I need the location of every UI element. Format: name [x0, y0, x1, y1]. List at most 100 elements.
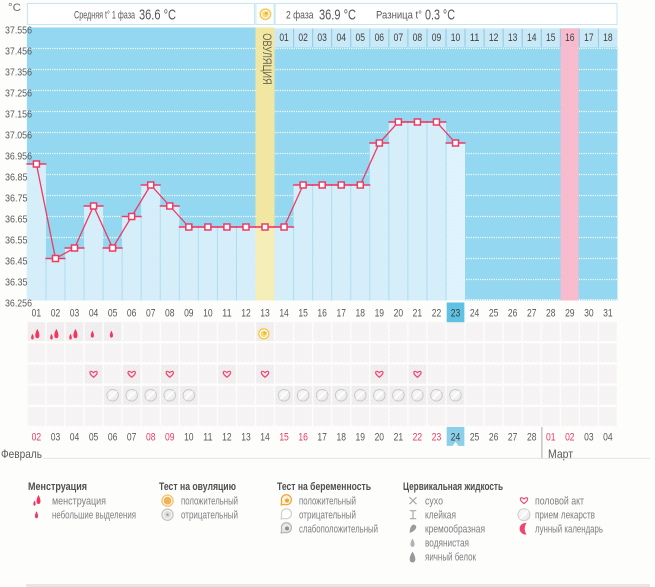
- svg-text:36.45: 36.45: [5, 255, 28, 267]
- svg-text:слабоположительный: слабоположительный: [299, 524, 378, 536]
- svg-text:отрицательный: отрицательный: [181, 510, 238, 522]
- svg-text:14: 14: [279, 308, 289, 320]
- svg-text:26: 26: [489, 432, 499, 444]
- svg-text:05: 05: [356, 32, 366, 44]
- svg-text:16: 16: [317, 308, 327, 320]
- svg-text:14: 14: [527, 32, 537, 44]
- svg-text:37.456: 37.456: [5, 45, 32, 57]
- svg-text:36.85: 36.85: [5, 171, 28, 183]
- svg-text:24: 24: [451, 432, 461, 444]
- svg-text:07: 07: [394, 32, 404, 44]
- svg-text:02: 02: [298, 32, 308, 44]
- svg-text:25: 25: [470, 432, 480, 444]
- svg-text:01: 01: [32, 308, 42, 320]
- svg-text:37.056: 37.056: [5, 129, 32, 141]
- svg-text:28: 28: [527, 432, 537, 444]
- svg-text:09: 09: [432, 32, 442, 44]
- svg-text:менструация: менструация: [52, 496, 106, 508]
- svg-text:прием лекарств: прием лекарств: [535, 510, 595, 522]
- svg-text:37.356: 37.356: [5, 66, 32, 78]
- svg-text:18: 18: [603, 32, 613, 44]
- svg-text:08: 08: [146, 432, 156, 444]
- svg-text:30: 30: [584, 308, 594, 320]
- svg-text:18: 18: [356, 308, 366, 320]
- svg-text:17: 17: [317, 432, 327, 444]
- svg-text:2 фаза: 2 фаза: [286, 10, 314, 22]
- svg-text:37.256: 37.256: [5, 87, 32, 99]
- svg-text:клейкая: клейкая: [425, 510, 456, 522]
- svg-text:21: 21: [394, 432, 404, 444]
- svg-text:сухо: сухо: [425, 496, 443, 508]
- svg-text:20: 20: [375, 432, 385, 444]
- svg-text:27: 27: [508, 432, 518, 444]
- svg-text:Цервикальная жидкость: Цервикальная жидкость: [403, 481, 503, 493]
- svg-text:13: 13: [508, 32, 518, 44]
- svg-text:01: 01: [279, 32, 289, 44]
- svg-text:Тест на овуляцию: Тест на овуляцию: [159, 481, 236, 493]
- svg-text:0.3 °C: 0.3 °C: [425, 7, 455, 24]
- svg-text:06: 06: [127, 308, 137, 320]
- svg-text:12: 12: [241, 308, 251, 320]
- svg-text:03: 03: [317, 32, 327, 44]
- svg-text:05: 05: [89, 432, 99, 444]
- svg-text:Разница t°: Разница t°: [376, 10, 422, 22]
- svg-text:36.75: 36.75: [5, 192, 28, 204]
- svg-text:12: 12: [222, 432, 232, 444]
- svg-text:06: 06: [375, 32, 385, 44]
- svg-text:Средняя t° 1 фаза: Средняя t° 1 фаза: [74, 10, 136, 22]
- svg-text:08: 08: [413, 32, 423, 44]
- svg-text:04: 04: [603, 432, 613, 444]
- svg-text:положительный: положительный: [181, 496, 238, 508]
- svg-text:04: 04: [70, 432, 80, 444]
- svg-text:03: 03: [584, 432, 594, 444]
- svg-text:23: 23: [451, 308, 461, 320]
- svg-text:07: 07: [127, 432, 137, 444]
- svg-text:ОВУЛЯЦИЯ: ОВУЛЯЦИЯ: [260, 33, 274, 85]
- svg-text:02: 02: [565, 432, 575, 444]
- svg-text:Менструация: Менструация: [28, 481, 87, 493]
- svg-text:половой акт: половой акт: [535, 496, 584, 508]
- svg-text:09: 09: [184, 308, 194, 320]
- svg-text:19: 19: [375, 308, 385, 320]
- svg-text:04: 04: [336, 32, 346, 44]
- svg-text:18: 18: [336, 432, 346, 444]
- svg-text:02: 02: [51, 308, 61, 320]
- svg-text:13: 13: [241, 432, 251, 444]
- svg-text:небольшие выделения: небольшие выделения: [52, 510, 136, 522]
- svg-text:°C: °C: [8, 2, 21, 14]
- svg-text:22: 22: [413, 432, 423, 444]
- svg-text:03: 03: [51, 432, 61, 444]
- svg-text:10: 10: [203, 308, 213, 320]
- svg-text:03: 03: [70, 308, 80, 320]
- svg-text:36.256: 36.256: [5, 297, 32, 309]
- svg-text:Февраль: Февраль: [1, 447, 42, 461]
- svg-text:24: 24: [470, 308, 480, 320]
- svg-text:11: 11: [222, 308, 232, 320]
- svg-text:23: 23: [432, 432, 442, 444]
- svg-text:13: 13: [260, 308, 270, 320]
- svg-text:27: 27: [527, 308, 537, 320]
- svg-text:36.6 °C: 36.6 °C: [139, 7, 176, 24]
- svg-text:20: 20: [394, 308, 404, 320]
- svg-text:36.35: 36.35: [5, 276, 28, 288]
- svg-text:12: 12: [489, 32, 499, 44]
- svg-text:09: 09: [165, 432, 175, 444]
- svg-text:16: 16: [298, 432, 308, 444]
- svg-text:36.55: 36.55: [5, 234, 28, 246]
- svg-text:01: 01: [546, 432, 556, 444]
- svg-text:Март: Март: [548, 447, 573, 461]
- svg-text:лунный календарь: лунный календарь: [535, 524, 603, 536]
- svg-text:21: 21: [413, 308, 423, 320]
- svg-text:28: 28: [546, 308, 556, 320]
- svg-text:10: 10: [184, 432, 194, 444]
- svg-text:25: 25: [489, 308, 499, 320]
- svg-text:11: 11: [470, 32, 480, 44]
- svg-text:31: 31: [603, 308, 613, 320]
- svg-text:14: 14: [260, 432, 270, 444]
- svg-text:22: 22: [432, 308, 442, 320]
- svg-text:29: 29: [565, 308, 575, 320]
- svg-text:15: 15: [279, 432, 289, 444]
- svg-text:17: 17: [336, 308, 346, 320]
- svg-text:водянистая: водянистая: [425, 538, 469, 550]
- svg-text:37.556: 37.556: [5, 24, 32, 36]
